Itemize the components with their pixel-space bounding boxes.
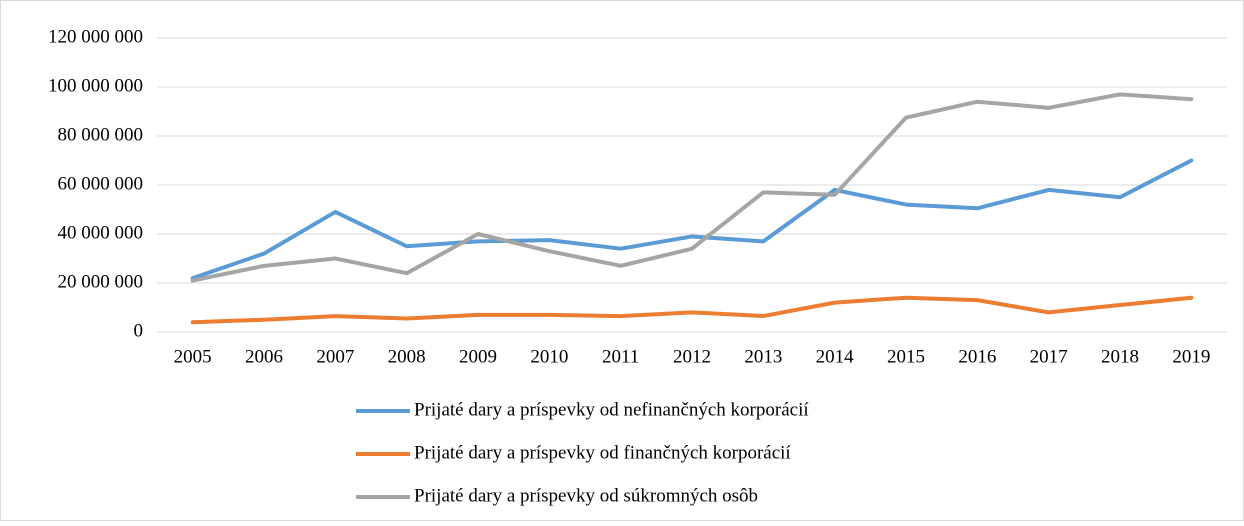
- line-series: [190, 158, 1194, 281]
- x-tick-label: 2014: [816, 346, 855, 367]
- x-tick-label: 2013: [744, 346, 782, 367]
- y-tick-label: 40 000 000: [58, 222, 144, 243]
- legend-label: Prijaté dary a príspevky od finančných k…: [414, 442, 791, 463]
- x-tick-label: 2008: [388, 346, 426, 367]
- y-tick-label: 80 000 000: [58, 124, 144, 145]
- x-tick-label: 2017: [1030, 346, 1068, 367]
- y-tick-label: 120 000 000: [48, 26, 143, 47]
- x-tick-label: 2016: [958, 346, 996, 367]
- x-tick-label: 2005: [174, 346, 212, 367]
- y-tick-label: 100 000 000: [48, 75, 143, 96]
- x-tick-label: 2015: [887, 346, 925, 367]
- line-series: [190, 92, 1194, 283]
- line-series: [190, 295, 1194, 325]
- x-tick-label: 2012: [673, 346, 711, 367]
- x-tick-label: 2006: [245, 346, 283, 367]
- y-tick-label: 60 000 000: [58, 173, 144, 194]
- x-tick-label: 2011: [602, 346, 639, 367]
- x-tick-label: 2007: [316, 346, 354, 367]
- x-tick-label: 2018: [1101, 346, 1139, 367]
- y-tick-label: 20 000 000: [58, 271, 144, 292]
- x-tick-label: 2010: [530, 346, 568, 367]
- x-tick-label: 2019: [1172, 346, 1210, 367]
- legend-label: Prijaté dary a príspevky od súkromných o…: [414, 485, 758, 506]
- y-tick-label: 0: [134, 320, 144, 341]
- legend-label: Prijaté dary a príspevky od nefinančných…: [414, 399, 809, 420]
- x-tick-label: 2009: [459, 346, 497, 367]
